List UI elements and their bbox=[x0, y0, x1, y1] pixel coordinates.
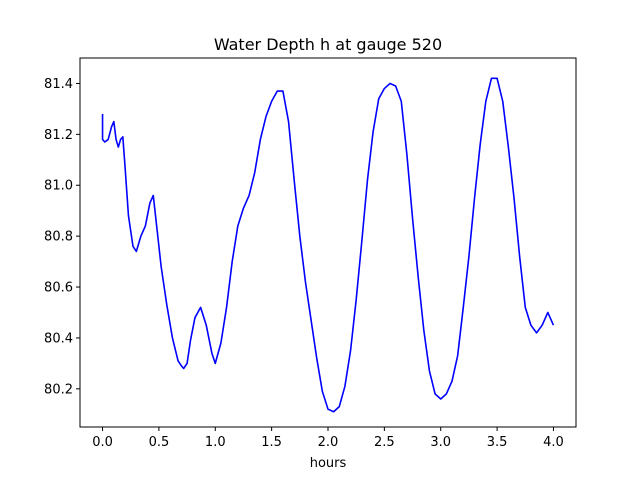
y-tick-label: 81.4 bbox=[44, 77, 73, 92]
y-tick-label: 80.6 bbox=[44, 281, 73, 296]
x-tick-label: 1.0 bbox=[205, 435, 226, 450]
x-axis: 0.0 0.5 1.0 1.5 2.0 2.5 3.0 3.5 4.0 bbox=[92, 427, 564, 450]
y-tick-label: 80.2 bbox=[44, 382, 73, 397]
y-tick-label: 81.0 bbox=[44, 179, 73, 194]
x-axis-label: hours bbox=[310, 456, 347, 471]
x-tick-label: 3.5 bbox=[487, 435, 508, 450]
plot-area bbox=[101, 77, 555, 413]
x-tick-label: 2.5 bbox=[374, 435, 395, 450]
x-tick-label: 0.5 bbox=[149, 435, 170, 450]
x-tick-label: 1.5 bbox=[261, 435, 282, 450]
x-tick-label: 3.0 bbox=[430, 435, 451, 450]
y-tick-label: 81.2 bbox=[44, 128, 73, 143]
x-tick-label: 4.0 bbox=[543, 435, 564, 450]
series-line-0 bbox=[101, 77, 555, 413]
x-tick-label: 0.0 bbox=[92, 435, 113, 450]
y-tick-label: 80.4 bbox=[44, 331, 73, 346]
plot-frame bbox=[79, 57, 577, 428]
y-tick-label: 80.8 bbox=[44, 230, 73, 245]
x-tick-label: 2.0 bbox=[318, 435, 339, 450]
chart-title: Water Depth h at gauge 520 bbox=[214, 35, 442, 54]
y-axis: 80.2 80.4 80.6 80.8 81.0 81.2 81.4 bbox=[44, 77, 80, 397]
